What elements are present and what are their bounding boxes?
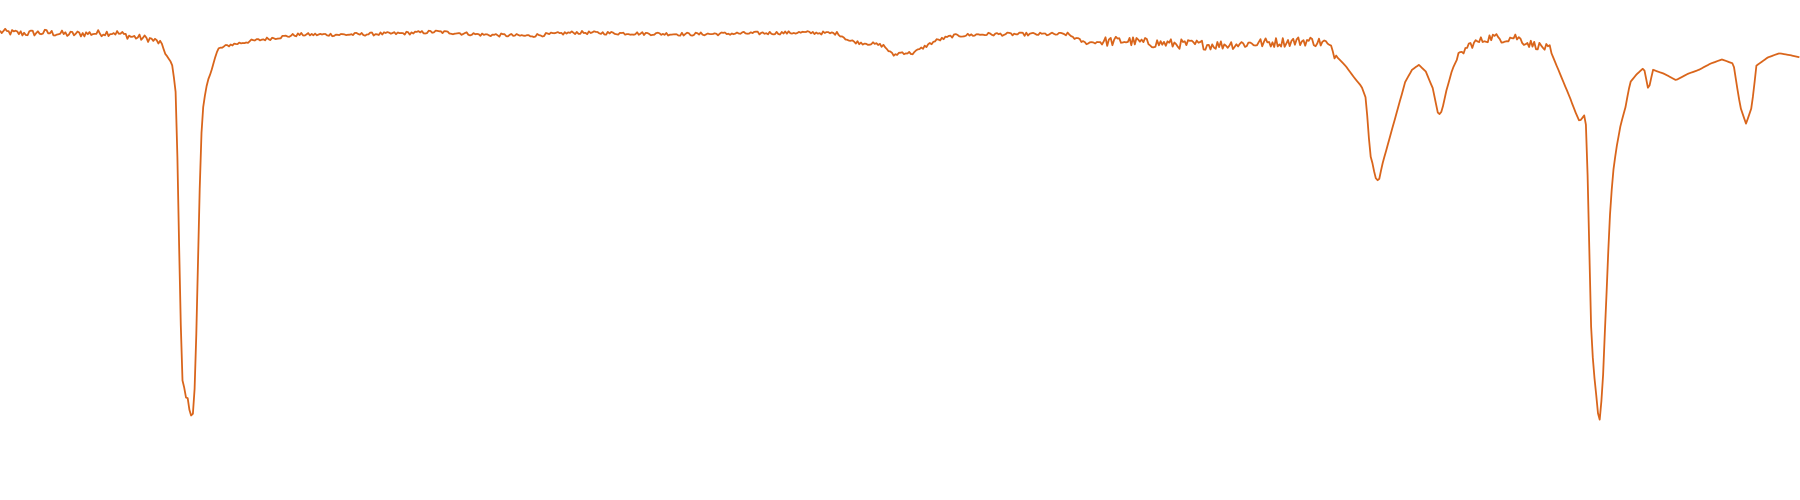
series-line-0: [0, 27, 1800, 421]
series-layer: [0, 27, 1800, 421]
